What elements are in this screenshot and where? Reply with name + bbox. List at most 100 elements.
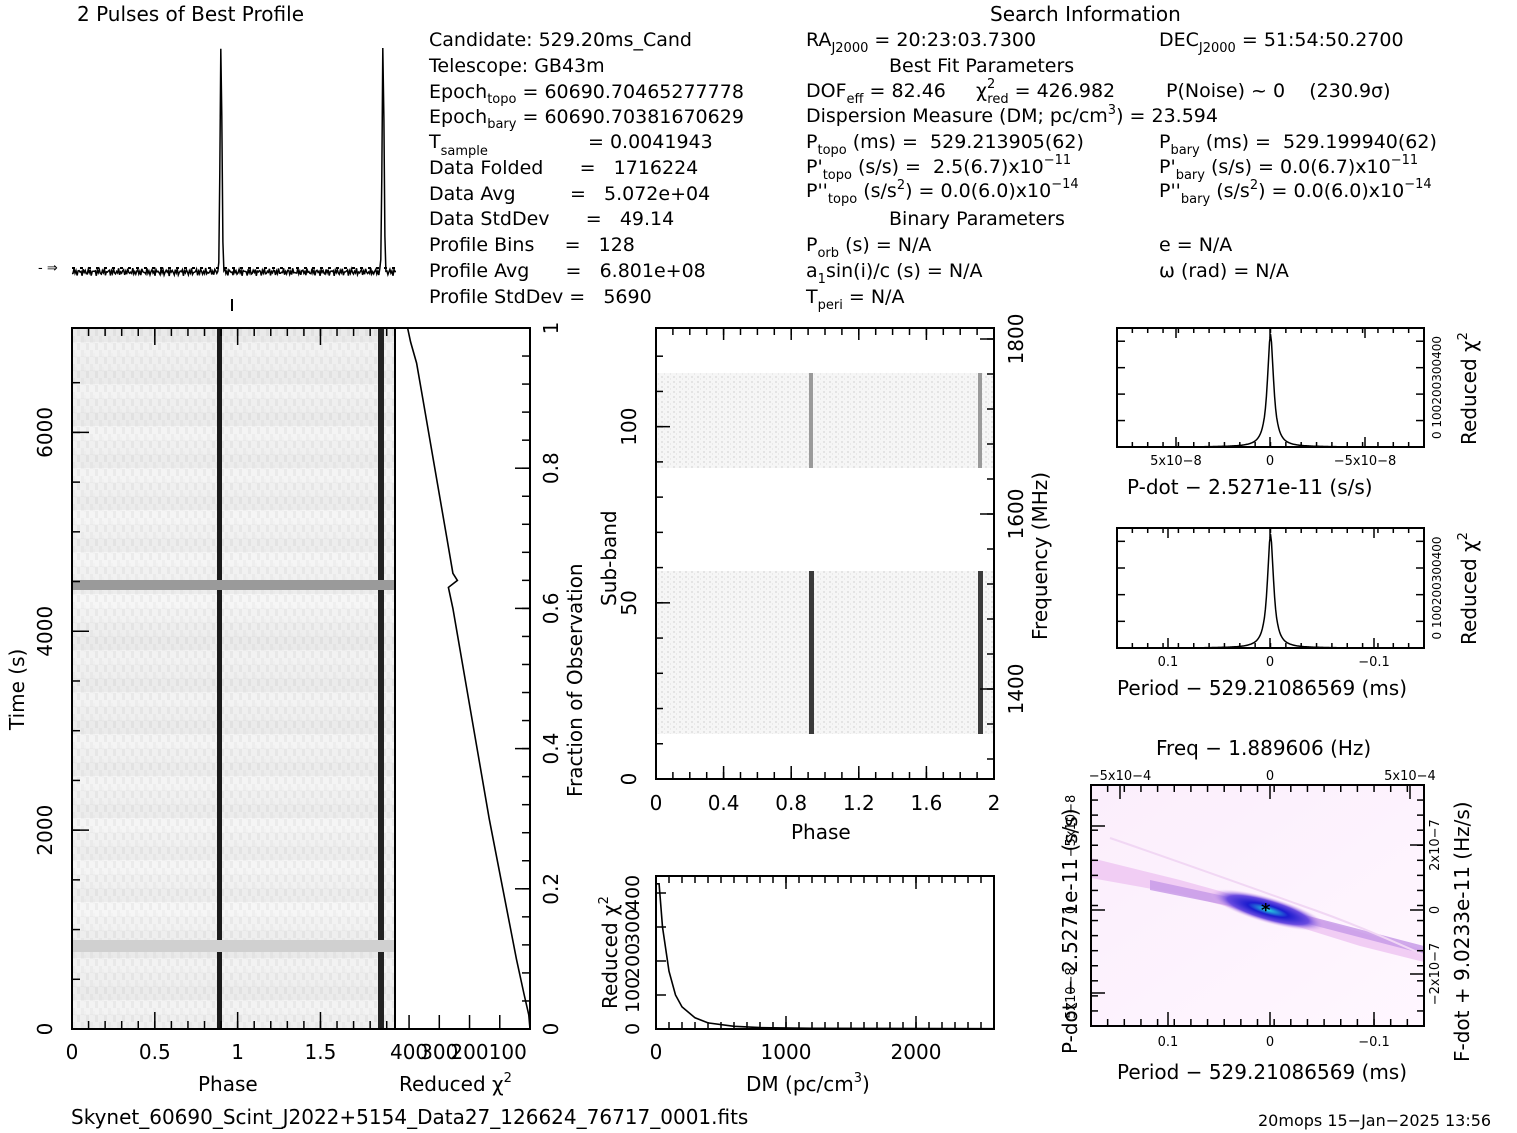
p-pdot-plane: * 0.1 0 −0.1 −5x10−4 0 5x10−4 5x10−8 0 −5x10−8 2x… [1058,736,1474,1084]
time-phase-row [72,958,395,972]
pdot-curve-ylabel: Reduced χ2 [1456,332,1481,445]
p-pdot-ylabel: P-dot − 2.5271e-11 (s/s) [1058,808,1082,1054]
chi-fraction-x-tick-label: 400 [390,1040,428,1064]
time-phase-row [72,790,395,804]
p-pdot-xlabel: Period − 529.21086569 (ms) [1117,1060,1407,1084]
p-pdot-title: Freq − 1.889606 (Hz) [1156,736,1371,760]
dm-y-tick-label: 200 [622,943,644,979]
time-phase-row [72,734,395,748]
pdot-x-tick-label: 5x10−8 [1150,454,1202,469]
time-phase-row [72,804,395,818]
dm-x-tick-label: 2000 [891,1040,942,1064]
time-phase-row [72,776,395,790]
period-curve-line [1117,534,1424,649]
dm-x-tick-label: 0 [650,1040,663,1064]
subband-y2label: Frequency (MHz) [1028,472,1052,640]
time-phase-row [72,538,395,552]
pdot-curve-ticks: 5x10−8 0 −5x10−8 0 100200300400 [1117,328,1444,469]
subband-x-tick-label: 0.8 [775,791,807,815]
info-epoch-bary: Epochbary = 60690.70381670629 [429,106,744,132]
p-pdot-y-tick-label: 5x10−8 [1064,967,1079,1019]
time-phase-row [72,972,395,986]
chi-fraction-y-tick-label: 0 [539,1023,563,1036]
time-phase-row [72,468,395,482]
subband-x-tick-label: 0.4 [708,791,740,815]
period-x-tick-label: −0.1 [1358,655,1390,670]
time-phase-row [72,426,395,440]
dm-y-tick-label: 300 [622,909,644,945]
time-phase-x-tick-label: 0.5 [139,1040,171,1064]
p-pdot-ticks: 0.1 0 −0.1 −5x10−4 0 5x10−4 5x10−8 0 −5x10−8 2x10… [1064,769,1443,1050]
p-pdot-x-tick-label: 0 [1266,1035,1274,1050]
p-pdot-x-tick-label: −0.1 [1358,1035,1390,1050]
time-phase-row [72,370,395,384]
time-phase-y-tick-label: 2000 [33,805,57,856]
subband-lower-pulse-1 [809,571,814,734]
pdot-x-tick-label: −5x10−8 [1334,454,1397,469]
time-phase-y-tick-label: 0 [33,1023,57,1036]
time-phase-row [72,594,395,608]
time-phase-y-tick-label: 4000 [33,606,57,657]
p-pdot-y2label: F-dot + 9.0233e-11 (Hz/s) [1450,801,1474,1062]
period-curve-ticks: 0.1 0 −0.1 0 100200300400 [1117,528,1444,670]
pdot-y-tick-labels: 0 100200300400 [1430,336,1444,439]
chi-fraction-x-tick-label: 200 [450,1040,488,1064]
time-phase-row [72,650,395,664]
subband-y-tick-label: 0 [617,773,641,786]
time-phase-row [72,748,395,762]
chi-fraction-y-tick-label: 0.4 [539,733,563,765]
p-pdot-y2-tick-label: 0 [1428,906,1443,914]
pdot-curve-xlabel: P-dot − 2.5271e-11 (s/s) [1127,475,1373,499]
time-phase-row [72,510,395,524]
time-phase-rows [72,328,395,1028]
subband-x-tick-label: 2 [988,791,1001,815]
info-data-stddev: Data StdDev = 49.14 [429,208,674,230]
period-curve-frame [1116,527,1425,649]
period-x-tick-label: 0 [1266,655,1274,670]
param-porb: Porb (s) = N/A [806,234,931,261]
chi-fraction-ylabel: Fraction of Observation [563,563,587,797]
p-pdot-top-tick-label: 5x10−4 [1384,769,1436,784]
dm-y-tick-label: 400 [622,875,644,911]
info-tsample: Tsample = 0.0041943 [428,131,713,159]
time-phase-row [72,524,395,538]
p-pdot-top-tick-label: 0 [1266,769,1274,784]
chi-fraction-y-tick-label: 0.8 [539,452,563,484]
dm-curve-xlabel: DM (pc/cm3) [746,1071,870,1096]
time-phase-y-tick-label: 6000 [33,407,57,458]
p-pdot-x-tick-label: 0.1 [1158,1035,1179,1050]
search-information: Search Information RAJ2000 = 20:23:03.73… [805,2,1437,313]
subband-x-tick-label: 0 [650,791,663,815]
footer-stamp: 20mops 15−Jan−2025 13:56 [1258,1111,1491,1130]
time-phase-x-tick-label: 1 [231,1040,244,1064]
candidate-info: Candidate: 529.20ms_Cand Telescope: GB43… [428,29,744,308]
time-phase-pulse-1 [217,328,222,1029]
param-ecc: e = N/A [1159,234,1232,256]
subband-band-lower [656,571,994,734]
param-chi2: χ2 red = 426.982 [976,77,1115,107]
param-pddot-topo: P''topo (s/s2) = 0.0(6.0)x10−14 [806,177,1079,207]
pdot-x-tick-label: 0 [1266,454,1274,469]
info-profile-bins: Profile Bins = 128 [429,234,635,256]
time-phase-row [72,342,395,356]
period-curve-plot: 0.1 0 −0.1 0 100200300400 Period − 529.2108… [1116,527,1481,700]
subband-x-tick-label: 1.2 [843,791,875,815]
time-phase-row [72,496,395,510]
time-phase-row [72,412,395,426]
time-phase-y-ticks: 0 2000 4000 6000 [33,381,89,1036]
info-epoch-topo: Epochtopo = 60690.70465277778 [429,81,744,107]
subband-xlabel: Phase [791,820,851,844]
p-pdot-y-tick-label: −5x10−8 [1064,795,1079,858]
param-pdot-topo: P'topo (s/s) = 2.5(6.7)x10−11 [806,153,1071,183]
p-pdot-best-marker: * [1261,900,1271,921]
time-phase-x-tick-label: 0 [66,1040,79,1064]
p-pdot-core [1210,889,1326,931]
period-y-tick-labels: 0 100200300400 [1430,536,1444,639]
best-fit-title: Best Fit Parameters [889,55,1074,77]
param-a1: a1sin(i)/c (s) = N/A [806,260,982,287]
chi-fraction-curve [406,327,531,1030]
chi-fraction-frame [394,327,531,1030]
search-info-title: Search Information [990,2,1181,26]
